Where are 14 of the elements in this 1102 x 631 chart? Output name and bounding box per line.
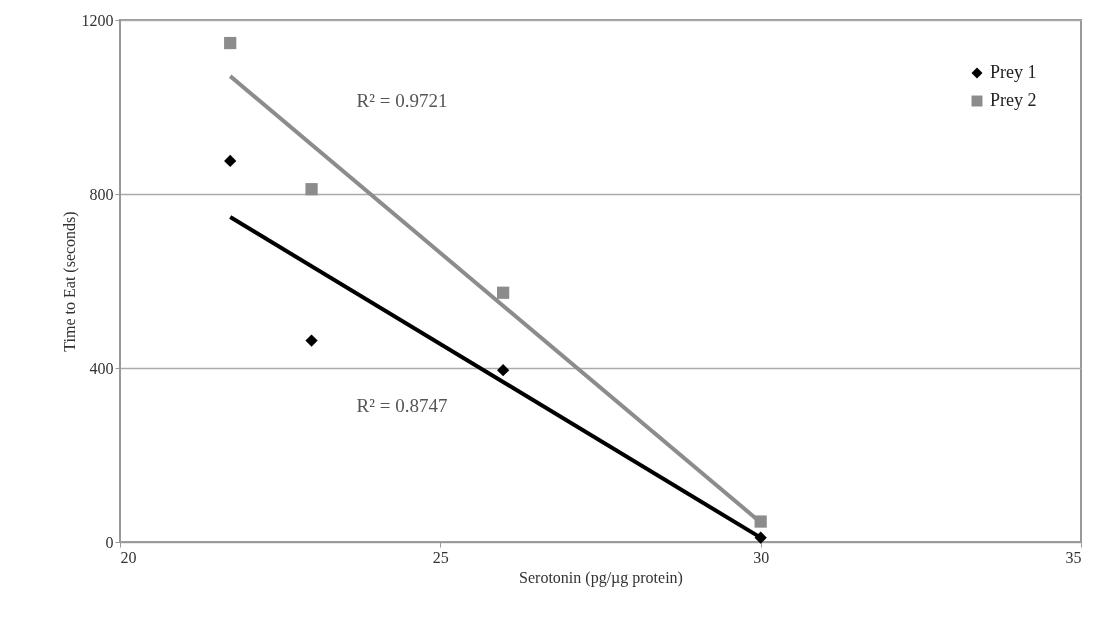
x-tick-label: 30	[753, 548, 770, 566]
legend-label: Prey 1	[990, 62, 1037, 82]
y-tick-label: 1200	[81, 11, 114, 29]
y-axis-title: Time to Eat (seconds)	[60, 211, 79, 352]
y-tick-label: 0	[105, 533, 114, 551]
x-axis-title: Serotonin (pg/µg protein)	[519, 568, 683, 587]
x-tick-label: 25	[432, 548, 449, 566]
annotation: R² = 0.9721	[356, 90, 448, 111]
y-tick-label: 400	[89, 359, 114, 377]
x-tick-label: 20	[120, 548, 137, 566]
x-tick-label: 35	[1065, 548, 1082, 566]
annotation: R² = 0.8747	[356, 395, 448, 416]
y-tick-label: 800	[89, 185, 114, 203]
legend-label: Prey 2	[990, 90, 1037, 110]
